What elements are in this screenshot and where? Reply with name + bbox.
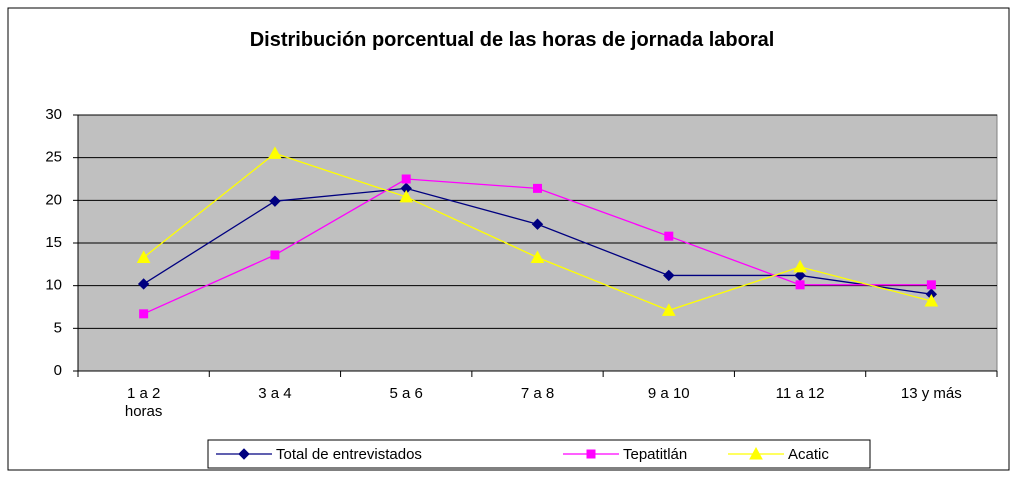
marker — [136, 250, 151, 264]
marker — [749, 446, 763, 460]
marker — [533, 183, 542, 193]
marker — [924, 293, 939, 307]
x-tick-label: 11 a 12 — [775, 385, 825, 402]
marker — [926, 280, 936, 290]
x-tick-label: 5 a 6 — [389, 385, 423, 402]
marker — [238, 448, 250, 460]
marker — [795, 280, 805, 290]
legend-label: Tepatitlán — [623, 446, 687, 463]
marker — [139, 309, 149, 319]
y-tick-label: 15 — [45, 234, 62, 251]
y-tick-label: 20 — [45, 191, 62, 208]
x-tick-label: 9 a 10 — [647, 385, 690, 402]
marker — [269, 195, 281, 207]
marker — [530, 250, 545, 264]
marker — [270, 250, 280, 260]
marker — [661, 303, 676, 316]
x-tick-label: 13 y más — [900, 385, 962, 402]
x-tick-label: 3 a 4 — [258, 385, 292, 402]
y-tick-label: 0 — [54, 362, 62, 379]
marker — [664, 231, 674, 241]
y-tick-label: 10 — [45, 277, 62, 294]
y-tick-label: 25 — [45, 149, 62, 166]
marker — [268, 146, 282, 159]
x-tick-label: 1 a 2 horas — [124, 385, 163, 420]
chart-title: Distribución porcentual de las horas de … — [249, 29, 775, 51]
marker — [531, 218, 544, 230]
marker — [137, 278, 150, 290]
legend-label: Total de entrevistados — [276, 446, 422, 463]
y-tick-label: 30 — [45, 106, 62, 123]
x-tick-label: 7 a 8 — [520, 385, 555, 402]
marker — [586, 449, 596, 459]
marker — [399, 189, 414, 203]
y-tick-label: 5 — [54, 319, 62, 336]
marker — [663, 269, 675, 282]
legend-label: Acatic — [788, 446, 829, 463]
marker — [401, 174, 411, 184]
marker — [793, 259, 807, 273]
